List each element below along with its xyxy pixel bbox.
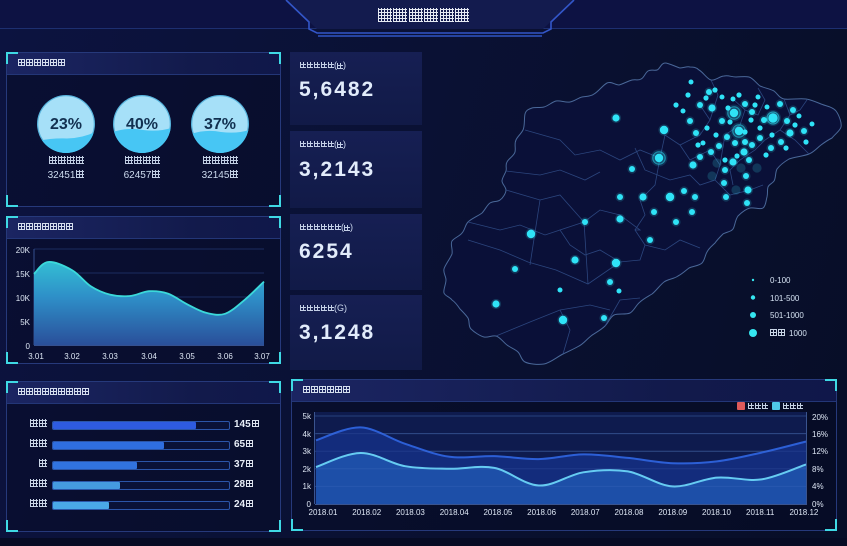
svg-text:0%: 0% (812, 500, 824, 509)
svg-text:15K: 15K (16, 270, 31, 279)
svg-text:4k: 4k (303, 430, 312, 439)
svg-text:3.06: 3.06 (217, 352, 233, 361)
svg-text:3.07: 3.07 (254, 352, 270, 361)
svg-text:10K: 10K (16, 294, 31, 303)
svg-text:8%: 8% (812, 465, 824, 474)
svg-text:40%: 40% (126, 116, 158, 133)
svg-text:4%: 4% (812, 482, 824, 491)
svg-text:2018.10: 2018.10 (702, 508, 731, 517)
svg-text:23%: 23% (50, 116, 82, 133)
svg-text:2018.08: 2018.08 (615, 508, 644, 517)
svg-text:5k: 5k (303, 412, 312, 421)
svg-text:501-1000: 501-1000 (770, 311, 804, 320)
svg-text:37%: 37% (204, 116, 236, 133)
svg-text:3.05: 3.05 (179, 352, 195, 361)
svg-text:2018.12: 2018.12 (789, 508, 818, 517)
svg-text:2k: 2k (303, 465, 312, 474)
svg-text:2018.06: 2018.06 (527, 508, 556, 517)
svg-text:5K: 5K (20, 318, 30, 327)
svg-text:2018.03: 2018.03 (396, 508, 425, 517)
svg-text:2018.07: 2018.07 (571, 508, 600, 517)
svg-text:3k: 3k (303, 447, 312, 456)
svg-text:1k: 1k (303, 482, 312, 491)
svg-text:2018.02: 2018.02 (352, 508, 381, 517)
svg-text:12%: 12% (812, 447, 828, 456)
svg-text:2018.11: 2018.11 (746, 508, 775, 517)
svg-text:20K: 20K (16, 246, 31, 255)
svg-text:3.02: 3.02 (64, 352, 80, 361)
svg-text:1000: 1000 (789, 329, 807, 338)
svg-text:2018.04: 2018.04 (440, 508, 469, 517)
svg-text:101-500: 101-500 (770, 294, 800, 303)
svg-text:16%: 16% (812, 430, 828, 439)
svg-text:2018.05: 2018.05 (483, 508, 512, 517)
svg-text:20%: 20% (812, 413, 828, 422)
svg-text:0: 0 (26, 342, 31, 351)
svg-text:2018.01: 2018.01 (309, 508, 338, 517)
svg-text:0-100: 0-100 (770, 276, 791, 285)
svg-text:3.03: 3.03 (102, 352, 118, 361)
svg-text:2018.09: 2018.09 (658, 508, 687, 517)
svg-text:0: 0 (307, 500, 312, 509)
svg-text:3.01: 3.01 (28, 352, 44, 361)
svg-text:3.04: 3.04 (141, 352, 157, 361)
